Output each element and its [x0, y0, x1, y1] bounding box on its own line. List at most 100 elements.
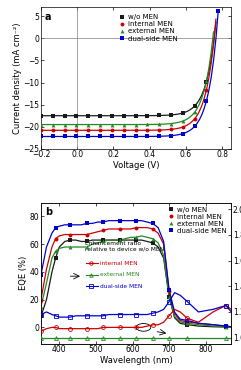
dual-side MEN — [158, 134, 161, 138]
dual-side MEN — [118, 312, 121, 317]
external MEN — [158, 122, 161, 127]
external MEN — [186, 336, 189, 340]
internal MEN — [158, 128, 161, 132]
w/o MEN — [51, 114, 54, 118]
X-axis label: Wavelength (nm): Wavelength (nm) — [100, 356, 173, 365]
external MEN — [118, 336, 121, 340]
dual-side MEN — [151, 311, 154, 316]
external MEN — [54, 249, 57, 253]
Line: dual-side MEN: dual-side MEN — [39, 9, 220, 138]
dual-side MEN — [181, 131, 184, 136]
external MEN — [75, 122, 78, 127]
Text: internal MEN: internal MEN — [100, 261, 138, 266]
dual-side MEN — [186, 318, 189, 323]
internal MEN — [75, 128, 78, 132]
internal MEN — [69, 232, 72, 237]
external MEN — [40, 305, 42, 309]
w/o MEN — [151, 240, 154, 245]
external MEN — [181, 119, 184, 123]
internal MEN — [224, 303, 227, 308]
dual-side MEN — [85, 221, 88, 226]
external MEN — [224, 324, 227, 329]
dual-side MEN — [54, 225, 57, 230]
w/o MEN — [181, 111, 184, 115]
Y-axis label: EQE (%): EQE (%) — [20, 256, 28, 290]
Y-axis label: Current density (mA cm⁻²): Current density (mA cm⁻²) — [13, 23, 22, 134]
external MEN — [168, 336, 171, 340]
external MEN — [186, 321, 189, 326]
Text: Enhancement ratio
relative to device w/o MEN: Enhancement ratio relative to device w/o… — [85, 241, 164, 252]
external MEN — [118, 238, 121, 242]
w/o MEN — [134, 114, 137, 118]
dual-side MEN — [170, 134, 173, 138]
dual-side MEN — [54, 314, 57, 318]
external MEN — [146, 122, 149, 127]
internal MEN — [146, 128, 149, 132]
external MEN — [85, 336, 88, 340]
internal MEN — [135, 325, 138, 330]
w/o MEN — [205, 80, 208, 84]
internal MEN — [181, 125, 184, 129]
external MEN — [102, 239, 105, 244]
internal MEN — [85, 326, 88, 331]
dual-side MEN — [193, 124, 196, 129]
external MEN — [135, 235, 138, 239]
internal MEN — [102, 228, 105, 233]
Legend: w/o MEN, internal MEN, external MEN, dual-side MEN: w/o MEN, internal MEN, external MEN, dua… — [166, 206, 228, 235]
dual-side MEN — [186, 299, 189, 304]
dual-side MEN — [118, 218, 121, 223]
internal MEN — [118, 325, 121, 330]
dual-side MEN — [69, 223, 72, 227]
dual-side MEN — [134, 134, 137, 139]
internal MEN — [110, 128, 113, 132]
dual-side MEN — [40, 134, 42, 139]
dual-side MEN — [110, 134, 113, 139]
internal MEN — [69, 326, 72, 331]
external MEN — [51, 122, 54, 127]
dual-side MEN — [217, 9, 220, 13]
Legend: w/o MEN, internal MEN, external MEN, dual-side MEN: w/o MEN, internal MEN, external MEN, dua… — [117, 14, 178, 42]
dual-side MEN — [102, 220, 105, 224]
internal MEN — [63, 128, 66, 132]
w/o MEN — [85, 239, 88, 244]
internal MEN — [85, 232, 88, 237]
dual-side MEN — [99, 134, 101, 139]
external MEN — [99, 122, 101, 127]
w/o MEN — [110, 114, 113, 118]
Line: external MEN: external MEN — [39, 336, 228, 340]
external MEN — [151, 336, 154, 340]
internal MEN — [193, 117, 196, 121]
external MEN — [205, 79, 208, 83]
internal MEN — [40, 128, 42, 132]
external MEN — [110, 122, 113, 127]
internal MEN — [40, 329, 42, 333]
dual-side MEN — [87, 134, 90, 139]
dual-side MEN — [40, 273, 42, 277]
w/o MEN — [63, 114, 66, 118]
w/o MEN — [224, 325, 227, 329]
w/o MEN — [135, 238, 138, 242]
Line: internal MEN: internal MEN — [39, 88, 208, 132]
internal MEN — [40, 297, 42, 302]
external MEN — [40, 336, 42, 340]
external MEN — [168, 295, 171, 299]
external MEN — [54, 336, 57, 340]
internal MEN — [118, 227, 121, 231]
Line: external MEN: external MEN — [39, 235, 228, 329]
w/o MEN — [75, 114, 78, 118]
dual-side MEN — [151, 221, 154, 226]
external MEN — [224, 336, 227, 340]
w/o MEN — [193, 104, 196, 108]
dual-side MEN — [168, 288, 171, 292]
external MEN — [40, 122, 42, 127]
internal MEN — [122, 128, 125, 132]
Line: dual-side MEN: dual-side MEN — [39, 219, 228, 328]
dual-side MEN — [85, 314, 88, 318]
Text: external MEN: external MEN — [100, 272, 140, 277]
w/o MEN — [87, 114, 90, 118]
internal MEN — [168, 314, 171, 318]
w/o MEN — [158, 113, 161, 118]
internal MEN — [186, 320, 189, 324]
internal MEN — [99, 128, 101, 132]
dual-side MEN — [168, 299, 171, 304]
